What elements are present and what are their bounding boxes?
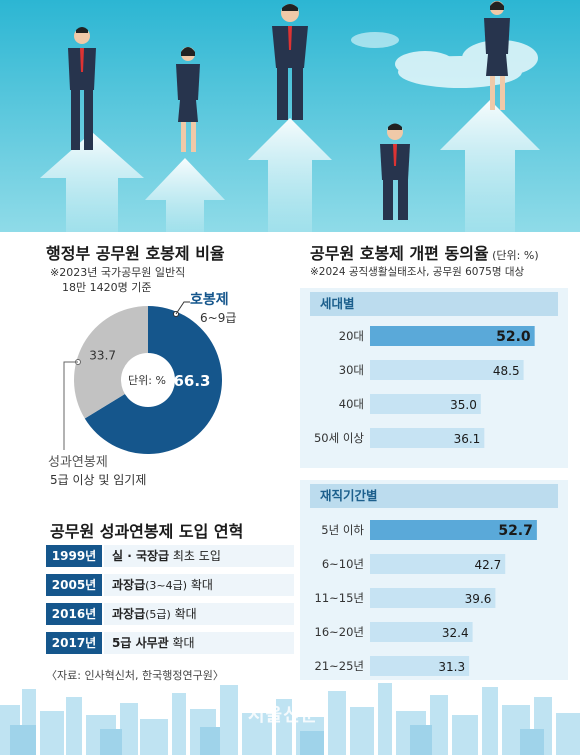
hobong-label: 호봉제	[190, 292, 229, 308]
timeline-bold: 과장급	[112, 578, 146, 592]
bar-category-label: 50세 이상	[314, 431, 364, 445]
bar-value-label: 31.3	[438, 660, 465, 674]
bar-value-label: 52.0	[496, 329, 531, 345]
tenure-panel	[300, 480, 568, 680]
bar	[370, 656, 470, 676]
tenure-bar-chart: 5년 이하 52.7 6~10년 42.7 11~15년 39.6 16~20년 32.4 21…	[315, 520, 537, 676]
timeline-rest: 최초 도입	[169, 549, 221, 563]
bar	[370, 520, 537, 540]
timeline-source: 〈자료: 인사혁신처, 한국행정연구원〉	[46, 669, 224, 682]
survey-title: 공무원 호봉제 개편 동의율	[310, 244, 489, 263]
timeline-paren: (5급)	[145, 608, 171, 621]
timeline-bold: 5급 사무관	[112, 636, 169, 650]
bar-category-label: 21~25년	[315, 659, 364, 673]
bar-value-label: 52.7	[498, 523, 533, 539]
timeline-text: 실 · 국장급 최초 도입	[104, 545, 294, 567]
pie-note-line1: ※2023년 국가공무원 일반직	[50, 266, 186, 279]
bar	[370, 622, 473, 642]
timeline-rest: 확대	[168, 636, 195, 650]
watermark: 서울신문	[248, 705, 319, 726]
survey-note: ※2024 공직생활실태조사, 공무원 6075명 대상	[310, 266, 525, 278]
timeline-paren: (3~4급)	[145, 579, 188, 592]
bar	[370, 326, 535, 346]
survey-title-wrap: 공무원 호봉제 개편 동의율 (단위: %)	[310, 240, 539, 264]
hobong-sub: 6~9급	[200, 311, 237, 325]
bar-value-label: 48.5	[493, 364, 520, 378]
survey-unit: (단위: %)	[488, 249, 539, 262]
tenure-band: 재직기간별	[310, 484, 558, 508]
businessman-icon	[68, 27, 96, 150]
timeline-year: 2005년	[46, 574, 102, 596]
timeline-bold: 실 · 국장급	[112, 549, 170, 563]
bar-value-label: 36.1	[454, 432, 481, 446]
city-skyline	[0, 683, 580, 755]
timeline-bold: 과장급	[112, 607, 146, 621]
bar	[370, 554, 506, 574]
bar	[370, 428, 485, 448]
bar-value-label: 39.6	[465, 592, 492, 606]
timeline-rest: 확대	[170, 607, 197, 621]
bar-category-label: 16~20년	[315, 625, 364, 639]
hobong-leader-line	[175, 301, 190, 315]
pie-center-hole	[121, 353, 175, 407]
businesswoman-icon	[176, 47, 200, 152]
pie-title: 행정부 공무원 호봉제 비율	[46, 244, 225, 263]
bar	[370, 588, 496, 608]
perf-leader-line	[63, 361, 78, 450]
bar-category-label: 20대	[339, 329, 364, 343]
pie-center-label: 단위: %	[128, 374, 166, 387]
perf-label: 성과연봉제	[48, 455, 108, 470]
bar-category-label: 30대	[339, 363, 364, 377]
timeline-rest: 확대	[187, 578, 213, 592]
timeline-text: 과장급(5급) 확대	[104, 603, 294, 625]
generation-band: 세대별	[310, 292, 558, 316]
timeline-year: 2017년	[46, 632, 102, 654]
pie-value-label-perf: 33.7	[89, 349, 116, 363]
businessman-icon	[380, 123, 410, 220]
arrow-up-icon	[40, 100, 540, 232]
bar-category-label: 6~10년	[322, 557, 364, 571]
bar-value-label: 42.7	[474, 558, 501, 572]
generation-bar-chart: 20대 52.0 30대 48.5 40대 35.0 50세 이상 36.1	[314, 326, 535, 448]
businessman-icon	[272, 4, 308, 120]
hero-illustration	[0, 0, 580, 232]
timeline-title: 공무원 성과연봉제 도입 연혁	[50, 522, 244, 541]
perf-sub: 5급 이상 및 임기제	[50, 473, 147, 487]
bar	[370, 360, 524, 380]
bar-category-label: 40대	[339, 397, 364, 411]
timeline-text: 과장급(3~4급) 확대	[104, 574, 294, 596]
cloud-icon	[351, 32, 399, 48]
timeline-year: 1999년	[46, 545, 102, 567]
bar-value-label: 35.0	[450, 398, 477, 412]
timeline-text: 5급 사무관 확대	[104, 632, 294, 654]
bar	[370, 394, 481, 414]
timeline-year: 2016년	[46, 603, 102, 625]
bar-category-label: 11~15년	[315, 591, 364, 605]
businesswoman-icon	[484, 1, 510, 110]
pie-value-label-hobong: 66.3	[173, 372, 210, 390]
pie-note-line2: 18만 1420명 기준	[62, 281, 152, 294]
bar-category-label: 5년 이하	[321, 523, 364, 537]
pie-chart: 단위: % 66.3 33.7	[63, 301, 222, 454]
bar-value-label: 32.4	[442, 626, 469, 640]
